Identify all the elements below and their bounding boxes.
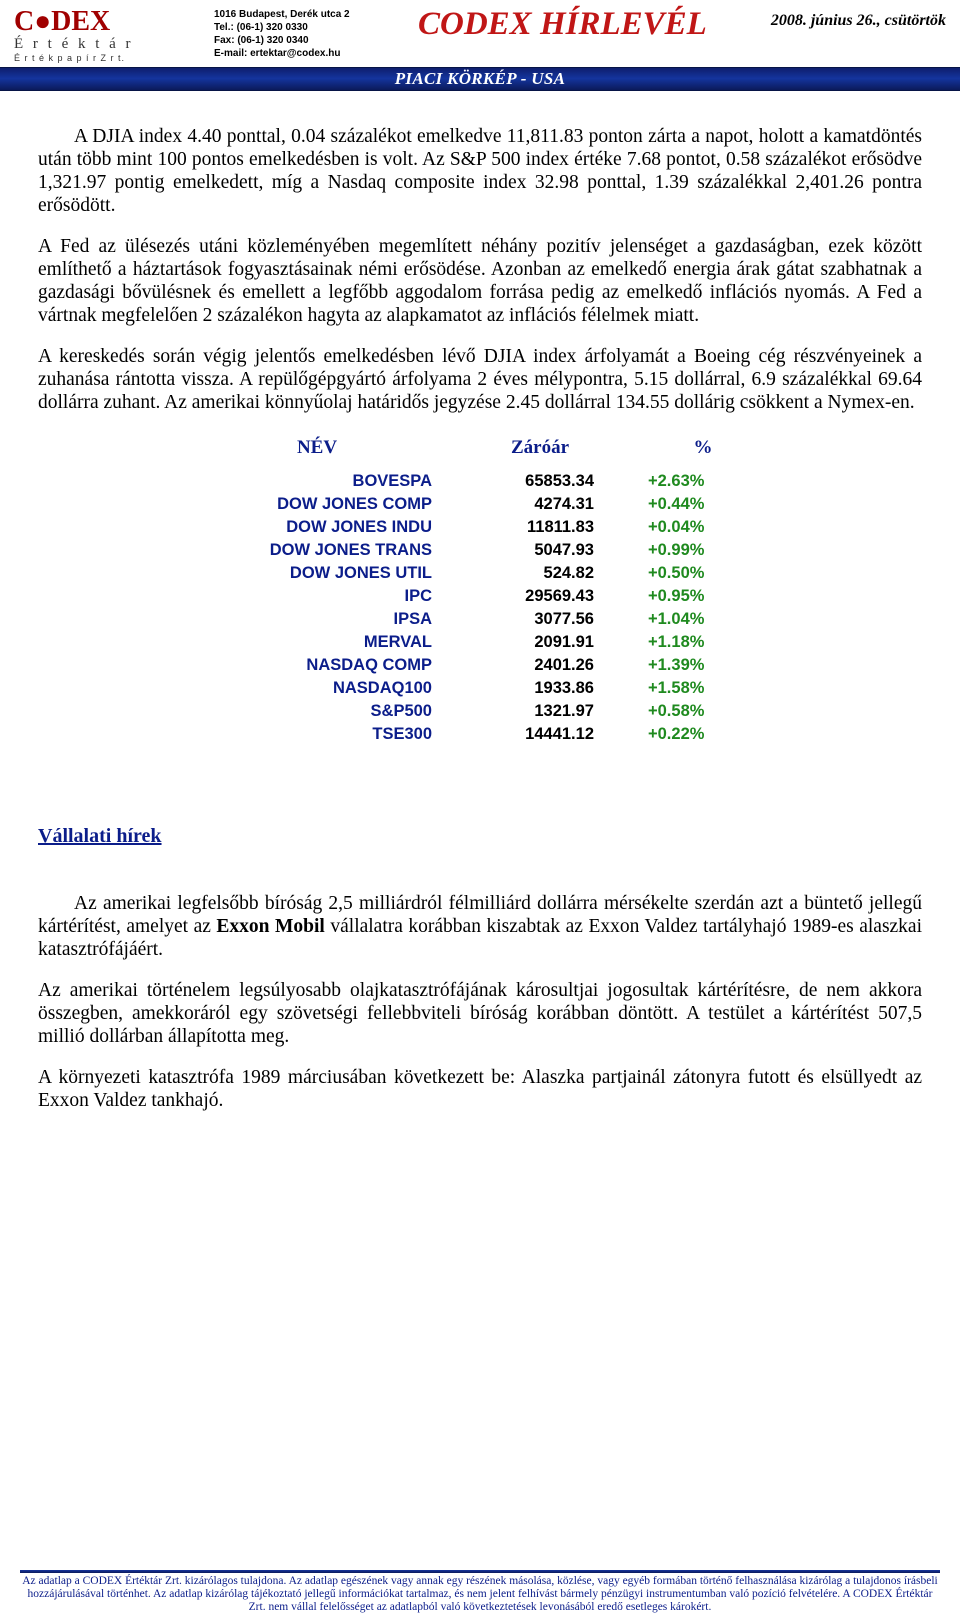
cell-price: 2091.91 <box>456 630 624 653</box>
newsletter-title: CODEX HÍRLEVÉL <box>418 6 707 42</box>
cell-price: 1321.97 <box>456 699 624 722</box>
paragraph-3: A kereskedés során végig jelentős emelke… <box>38 345 922 414</box>
table-row: IPC29569.43+0.95% <box>178 584 782 607</box>
table-row: DOW JONES UTIL524.82+0.50% <box>178 561 782 584</box>
address-line: 1016 Budapest, Derék utca 2 <box>214 8 404 21</box>
address-line: Fax: (06-1) 320 0340 <box>214 34 404 47</box>
cell-pct: +1.04% <box>624 607 782 630</box>
content: A DJIA index 4.40 ponttal, 0.04 százalék… <box>0 91 960 745</box>
newsletter-title-block: CODEX HÍRLEVÉL <box>404 6 731 43</box>
cell-pct: +1.18% <box>624 630 782 653</box>
cell-price: 1933.86 <box>456 676 624 699</box>
cell-name: TSE300 <box>178 722 456 745</box>
cell-price: 3077.56 <box>456 607 624 630</box>
cell-pct: +1.39% <box>624 653 782 676</box>
table-row: S&P5001321.97+0.58% <box>178 699 782 722</box>
corp-p1-bold: Exxon Mobil <box>216 916 324 937</box>
cell-pct: +2.63% <box>624 469 782 492</box>
cell-pct: +0.95% <box>624 584 782 607</box>
cell-name: IPSA <box>178 607 456 630</box>
footer-text: Az adatlap a CODEX Értéktár Zrt. kizáról… <box>20 1575 940 1614</box>
cell-pct: +0.99% <box>624 538 782 561</box>
table-row: NASDAQ1001933.86+1.58% <box>178 676 782 699</box>
cell-name: DOW JONES UTIL <box>178 561 456 584</box>
cell-price: 524.82 <box>456 561 624 584</box>
address-line: E-mail: ertektar@codex.hu <box>214 47 404 60</box>
footer: Az adatlap a CODEX Értéktár Zrt. kizáról… <box>0 1570 960 1614</box>
corporate-paragraph-2: Az amerikai történelem legsúlyosabb olaj… <box>38 979 922 1048</box>
section-heading-corporate: Vállalati hírek <box>38 825 922 848</box>
table-row: DOW JONES COMP4274.31+0.44% <box>178 492 782 515</box>
cell-price: 14441.12 <box>456 722 624 745</box>
cell-name: S&P500 <box>178 699 456 722</box>
cell-name: DOW JONES TRANS <box>178 538 456 561</box>
cell-pct: +0.22% <box>624 722 782 745</box>
address-block: 1016 Budapest, Derék utca 2 Tel.: (06-1)… <box>214 6 404 60</box>
table-header-row: NÉV Záróár % <box>178 432 782 469</box>
cell-price: 65853.34 <box>456 469 624 492</box>
table-row: MERVAL2091.91+1.18% <box>178 630 782 653</box>
cell-name: NASDAQ100 <box>178 676 456 699</box>
cell-price: 4274.31 <box>456 492 624 515</box>
cell-price: 29569.43 <box>456 584 624 607</box>
col-price: Záróár <box>456 432 624 469</box>
table-row: DOW JONES INDU11811.83+0.04% <box>178 515 782 538</box>
page: C●DEX É r t é k t á r É r t é k p a p í … <box>0 0 960 1624</box>
table-row: NASDAQ COMP2401.26+1.39% <box>178 653 782 676</box>
cell-price: 2401.26 <box>456 653 624 676</box>
section-banner: PIACI KÖRKÉP - USA <box>0 67 960 91</box>
logo-sub2: É r t é k p a p í r Z r t. <box>14 53 214 63</box>
section-banner-text: PIACI KÖRKÉP - USA <box>395 69 566 88</box>
table-row: TSE30014441.12+0.22% <box>178 722 782 745</box>
cell-name: DOW JONES INDU <box>178 515 456 538</box>
quote-table-body: BOVESPA65853.34+2.63%DOW JONES COMP4274.… <box>178 469 782 745</box>
cell-pct: +0.58% <box>624 699 782 722</box>
date: 2008. június 26., csütörtök <box>771 12 946 29</box>
header-inner: C●DEX É r t é k t á r É r t é k p a p í … <box>0 4 960 63</box>
header: C●DEX É r t é k t á r É r t é k p a p í … <box>0 0 960 91</box>
table-row: BOVESPA65853.34+2.63% <box>178 469 782 492</box>
corporate-paragraph-3: A környezeti katasztrófa 1989 márciusába… <box>38 1066 922 1112</box>
cell-pct: +1.58% <box>624 676 782 699</box>
logo-main: C●DEX <box>14 8 214 36</box>
corporate-content: Az amerikai legfelsőbb bíróság 2,5 milli… <box>0 848 960 1112</box>
paragraph-2: A Fed az ülésezés utáni közleményében me… <box>38 235 922 327</box>
address-line: Tel.: (06-1) 320 0330 <box>214 21 404 34</box>
cell-pct: +0.50% <box>624 561 782 584</box>
cell-pct: +0.44% <box>624 492 782 515</box>
col-pct: % <box>624 432 782 469</box>
date-block: 2008. június 26., csütörtök <box>731 6 946 30</box>
cell-name: NASDAQ COMP <box>178 653 456 676</box>
table-row: IPSA3077.56+1.04% <box>178 607 782 630</box>
col-name: NÉV <box>178 432 456 469</box>
logo-block: C●DEX É r t é k t á r É r t é k p a p í … <box>14 6 214 63</box>
cell-price: 11811.83 <box>456 515 624 538</box>
table-row: DOW JONES TRANS5047.93+0.99% <box>178 538 782 561</box>
quote-table: NÉV Záróár % BOVESPA65853.34+2.63%DOW JO… <box>178 432 782 745</box>
cell-pct: +0.04% <box>624 515 782 538</box>
cell-name: IPC <box>178 584 456 607</box>
cell-name: DOW JONES COMP <box>178 492 456 515</box>
footer-rule <box>20 1570 940 1573</box>
corporate-paragraph-1: Az amerikai legfelsőbb bíróság 2,5 milli… <box>38 892 922 961</box>
logo-sub1: É r t é k t á r <box>14 36 214 53</box>
paragraph-1: A DJIA index 4.40 ponttal, 0.04 százalék… <box>38 125 922 217</box>
cell-name: MERVAL <box>178 630 456 653</box>
cell-price: 5047.93 <box>456 538 624 561</box>
cell-name: BOVESPA <box>178 469 456 492</box>
